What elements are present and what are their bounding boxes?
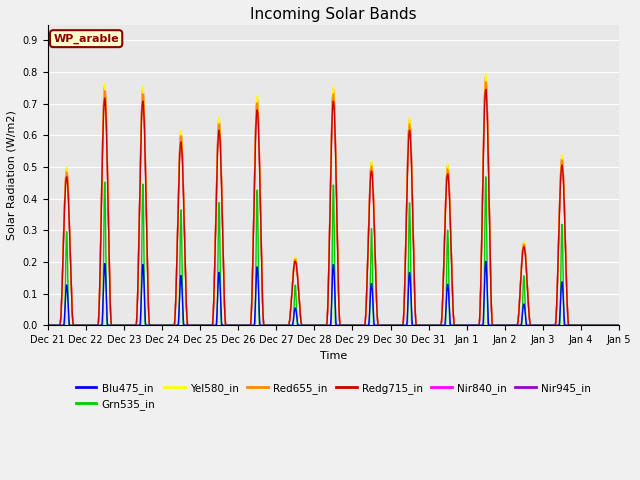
Red655_in bbox=[500, 323, 508, 328]
Line: Blu475_in: Blu475_in bbox=[47, 261, 619, 325]
Nir945_in bbox=[44, 323, 51, 328]
Red655_in bbox=[482, 79, 490, 84]
Nir945_in bbox=[500, 323, 508, 328]
Redg715_in bbox=[44, 323, 51, 328]
Nir945_in bbox=[482, 76, 490, 82]
Y-axis label: Solar Radiation (W/m2): Solar Radiation (W/m2) bbox=[7, 110, 17, 240]
Redg715_in bbox=[565, 323, 573, 328]
Line: Red655_in: Red655_in bbox=[47, 82, 619, 325]
Line: Nir945_in: Nir945_in bbox=[47, 79, 619, 325]
Line: Redg715_in: Redg715_in bbox=[47, 89, 619, 325]
Yel580_in bbox=[44, 323, 51, 328]
Redg715_in bbox=[615, 323, 623, 328]
Red655_in bbox=[581, 323, 589, 328]
Text: WP_arable: WP_arable bbox=[53, 34, 119, 44]
Red655_in bbox=[350, 323, 358, 328]
Line: Grn535_in: Grn535_in bbox=[47, 177, 619, 325]
Yel580_in bbox=[350, 323, 358, 328]
Title: Incoming Solar Bands: Incoming Solar Bands bbox=[250, 7, 417, 22]
Nir945_in bbox=[581, 323, 589, 328]
Blu475_in bbox=[565, 323, 573, 328]
Yel580_in bbox=[362, 299, 370, 304]
Nir840_in bbox=[362, 299, 370, 304]
Red655_in bbox=[615, 323, 623, 328]
Nir945_in bbox=[362, 299, 370, 305]
Blu475_in bbox=[581, 323, 589, 328]
Yel580_in bbox=[482, 71, 490, 77]
Redg715_in bbox=[362, 300, 370, 306]
Line: Nir840_in: Nir840_in bbox=[47, 77, 619, 325]
Nir840_in bbox=[44, 323, 51, 328]
Grn535_in bbox=[581, 323, 589, 328]
Nir945_in bbox=[203, 323, 211, 328]
Red655_in bbox=[565, 323, 573, 328]
Grn535_in bbox=[350, 323, 358, 328]
Redg715_in bbox=[500, 323, 508, 328]
Yel580_in bbox=[203, 323, 211, 328]
Nir945_in bbox=[565, 323, 573, 328]
Yel580_in bbox=[565, 323, 573, 328]
Grn535_in bbox=[44, 323, 51, 328]
Grn535_in bbox=[500, 323, 508, 328]
Blu475_in bbox=[350, 323, 358, 328]
Yel580_in bbox=[615, 323, 623, 328]
Nir840_in bbox=[581, 323, 589, 328]
Redg715_in bbox=[581, 323, 589, 328]
Line: Yel580_in: Yel580_in bbox=[47, 74, 619, 325]
Nir840_in bbox=[500, 323, 508, 328]
Blu475_in bbox=[203, 323, 211, 328]
Legend: Blu475_in, Grn535_in, Yel580_in, Red655_in, Redg715_in, Nir840_in, Nir945_in: Blu475_in, Grn535_in, Yel580_in, Red655_… bbox=[72, 379, 595, 414]
Yel580_in bbox=[581, 323, 589, 328]
Red655_in bbox=[362, 299, 370, 305]
Blu475_in bbox=[482, 258, 490, 264]
Nir840_in bbox=[203, 323, 211, 328]
Redg715_in bbox=[203, 323, 211, 328]
Red655_in bbox=[203, 323, 211, 328]
Red655_in bbox=[44, 323, 51, 328]
X-axis label: Time: Time bbox=[320, 350, 347, 360]
Blu475_in bbox=[500, 323, 508, 328]
Nir840_in bbox=[615, 323, 623, 328]
Nir840_in bbox=[565, 323, 573, 328]
Blu475_in bbox=[362, 323, 370, 328]
Blu475_in bbox=[615, 323, 623, 328]
Grn535_in bbox=[203, 323, 211, 328]
Nir840_in bbox=[482, 74, 490, 80]
Blu475_in bbox=[44, 323, 51, 328]
Nir945_in bbox=[615, 323, 623, 328]
Grn535_in bbox=[565, 323, 573, 328]
Grn535_in bbox=[482, 174, 490, 180]
Nir840_in bbox=[350, 323, 358, 328]
Grn535_in bbox=[362, 323, 370, 328]
Redg715_in bbox=[350, 323, 358, 328]
Yel580_in bbox=[500, 323, 508, 328]
Nir945_in bbox=[350, 323, 358, 328]
Redg715_in bbox=[482, 86, 490, 92]
Grn535_in bbox=[615, 323, 623, 328]
